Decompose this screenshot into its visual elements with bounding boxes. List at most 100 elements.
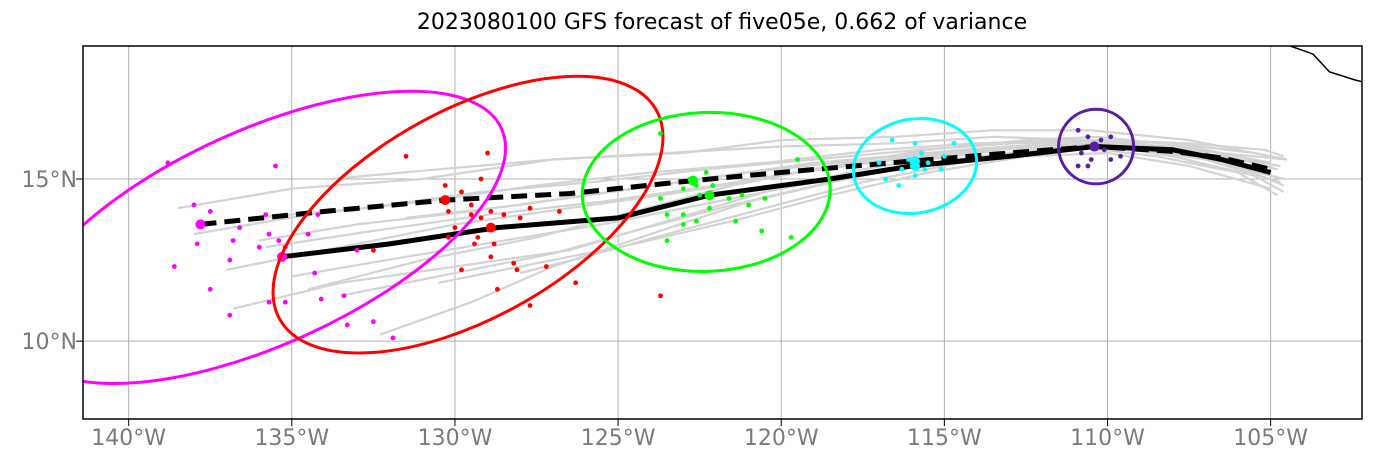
member-position	[938, 166, 944, 172]
member-position	[951, 140, 957, 146]
member-position	[1085, 163, 1091, 169]
member-position	[491, 241, 497, 247]
mean-position-dashed	[1089, 141, 1100, 152]
member-position	[1075, 127, 1081, 133]
member-position	[707, 205, 712, 211]
x-tick-label: 105°W	[1233, 426, 1308, 451]
x-tick-label: 125°W	[581, 426, 656, 451]
member-position	[527, 205, 533, 211]
x-tick-label: 140°W	[91, 426, 166, 451]
member-position	[341, 293, 347, 299]
member-position	[1108, 134, 1114, 140]
member-position	[344, 322, 350, 328]
member-position	[1079, 150, 1084, 156]
x-tick-label: 135°W	[254, 426, 329, 451]
member-position	[468, 212, 474, 218]
member-position	[876, 160, 882, 166]
y-tick-label: 10°N	[22, 330, 77, 355]
member-position	[276, 238, 282, 244]
member-position	[1075, 163, 1081, 169]
gridlines	[83, 46, 1362, 419]
member-position	[746, 202, 752, 208]
member-position	[664, 238, 670, 244]
member-position	[207, 286, 213, 292]
axis-ticks: 140°W 135°W 130°W 125°W 120°W 115°W 110°W 105°W…	[22, 168, 1309, 451]
member-position	[488, 254, 494, 260]
member-position	[315, 212, 321, 218]
x-tick-label: 120°W	[744, 426, 819, 451]
ensemble-track	[252, 139, 1285, 219]
member-position	[1085, 134, 1091, 140]
member-position	[658, 131, 663, 136]
member-position	[759, 228, 765, 234]
uncertainty-ellipse	[1057, 107, 1136, 186]
mean-position-dashed	[910, 156, 921, 167]
ensemble-member-tracks	[177, 129, 1288, 336]
member-position	[494, 286, 500, 292]
uncertainty-ellipse	[851, 116, 979, 216]
member-position	[475, 234, 481, 240]
member-position	[514, 267, 520, 273]
member-position	[171, 264, 177, 269]
member-position	[710, 183, 716, 188]
member-position	[478, 176, 484, 182]
mean-position-dashed	[195, 219, 206, 230]
member-position	[472, 241, 477, 247]
member-position	[207, 209, 213, 214]
member-position	[703, 170, 709, 175]
member-position	[889, 137, 895, 143]
member-position	[573, 280, 579, 286]
member-position	[446, 209, 451, 214]
x-tick-label: 130°W	[418, 426, 493, 451]
mean-position-dashed	[440, 195, 451, 206]
chart-title: 2023080100 GFS forecast of five05e, 0.66…	[416, 10, 1028, 35]
member-position	[282, 299, 288, 305]
member-position	[354, 247, 360, 253]
member-position	[1098, 137, 1104, 143]
member-position	[733, 218, 738, 224]
member-position	[273, 163, 278, 169]
member-position	[452, 225, 458, 231]
member-position	[468, 202, 474, 208]
member-position	[165, 160, 171, 166]
plot-frame	[82, 45, 1363, 420]
member-position	[446, 234, 451, 240]
ensemble-positions	[83, 74, 1136, 385]
member-position	[403, 153, 409, 159]
member-position	[237, 225, 243, 231]
member-position	[390, 335, 396, 341]
member-position	[883, 176, 889, 182]
uncertainty-ellipse	[271, 74, 665, 355]
member-position	[697, 192, 703, 198]
member-position	[726, 196, 732, 201]
member-position	[1108, 157, 1114, 162]
member-position	[312, 270, 318, 276]
member-position	[370, 319, 376, 325]
member-position	[693, 218, 699, 224]
y-tick-label: 15°N	[22, 168, 77, 193]
member-position	[485, 150, 490, 156]
ensemble-track	[438, 151, 1271, 284]
member-position	[543, 264, 549, 269]
member-position	[925, 160, 931, 166]
mean-position-solid	[704, 190, 715, 201]
member-position	[556, 209, 562, 214]
member-position	[919, 150, 924, 156]
member-position	[899, 166, 905, 172]
member-position	[664, 212, 670, 218]
x-tick-label: 115°W	[907, 426, 982, 451]
mean-position-solid	[485, 222, 496, 233]
member-position	[459, 189, 464, 195]
member-position	[680, 212, 686, 218]
member-position	[256, 244, 262, 250]
member-position	[230, 238, 236, 244]
member-position	[501, 212, 507, 218]
member-position	[658, 196, 663, 201]
member-position	[658, 293, 663, 299]
uncertainty-ellipse	[580, 110, 832, 273]
member-position	[680, 221, 686, 227]
member-position	[527, 303, 533, 308]
ensemble-track	[177, 129, 1271, 210]
member-position	[459, 267, 464, 273]
member-position	[194, 241, 200, 247]
